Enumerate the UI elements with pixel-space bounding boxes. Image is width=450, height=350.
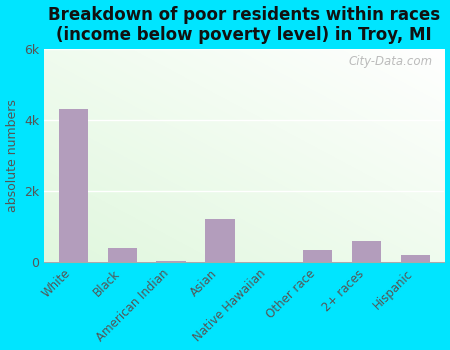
Bar: [400, 255, 430, 262]
Bar: [59, 109, 88, 262]
Title: Breakdown of poor residents within races
(income below poverty level) in Troy, M: Breakdown of poor residents within races…: [48, 6, 441, 44]
Bar: [352, 241, 381, 262]
Text: City-Data.com: City-Data.com: [348, 55, 432, 68]
Bar: [303, 250, 332, 262]
Bar: [157, 261, 186, 262]
Bar: [108, 248, 137, 262]
Y-axis label: absolute numbers: absolute numbers: [5, 99, 18, 212]
Bar: [205, 219, 234, 262]
